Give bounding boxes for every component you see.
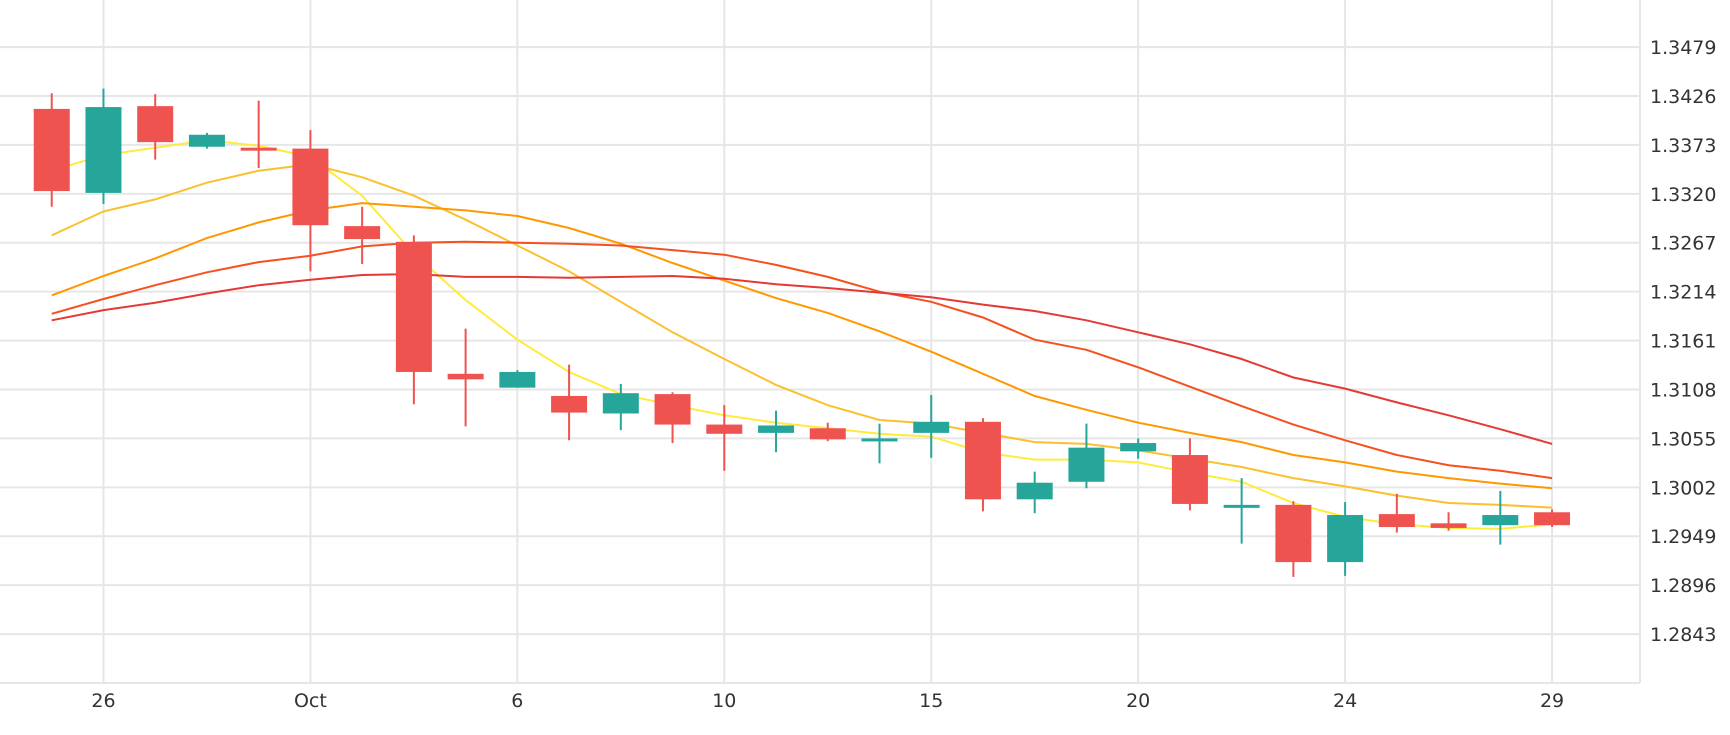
candle-down <box>706 405 743 471</box>
candle-down <box>1430 512 1467 531</box>
y-tick-label: 1.2949 <box>1650 526 1716 548</box>
x-tick-label: 29 <box>1540 690 1564 712</box>
y-tick-label: 1.3479 <box>1650 37 1716 59</box>
candle-body <box>602 393 639 414</box>
candle-up <box>1223 478 1260 544</box>
candle-down <box>1275 501 1312 577</box>
candle-body <box>654 394 691 425</box>
y-tick-label: 1.3161 <box>1650 331 1716 353</box>
candle-up <box>188 132 225 149</box>
grid <box>0 0 1641 684</box>
candle-body <box>1378 514 1415 528</box>
candle-down <box>551 364 588 441</box>
candle-body <box>1534 512 1571 526</box>
y-tick-label: 1.3214 <box>1650 282 1716 304</box>
candle-body <box>499 371 536 388</box>
y-tick-label: 1.3426 <box>1650 86 1716 108</box>
candle-up <box>1120 438 1157 459</box>
candle-body <box>33 108 70 192</box>
candle-body <box>395 241 432 372</box>
y-tick-label: 1.3373 <box>1650 135 1716 157</box>
y-tick-label: 1.2843 <box>1650 624 1716 646</box>
moving-average-line-5 <box>51 273 1553 445</box>
x-tick-label: 15 <box>919 690 943 712</box>
candle-down <box>292 130 329 272</box>
candle-up <box>499 370 536 388</box>
x-tick-label: 6 <box>511 690 523 712</box>
candle-down <box>1171 438 1208 511</box>
candle-up <box>861 423 898 464</box>
candle-down <box>33 93 70 207</box>
candle-up <box>1482 491 1519 545</box>
candle-body <box>809 428 846 440</box>
moving-average-line-4 <box>51 240 1553 480</box>
candle-body <box>447 373 484 380</box>
candle-down <box>964 418 1001 512</box>
candle-up <box>602 383 639 431</box>
moving-average-line-1 <box>51 139 1553 530</box>
candle-up <box>1327 502 1364 576</box>
candle-body <box>85 107 122 193</box>
moving-average-line-2 <box>51 163 1553 509</box>
y-tick-label: 1.3320 <box>1650 184 1716 206</box>
candle-body <box>1482 515 1519 526</box>
candle-body <box>188 134 225 147</box>
candle-down <box>137 94 174 160</box>
candle-down <box>447 328 484 427</box>
candle-body <box>137 106 174 143</box>
candle-up <box>1068 423 1105 489</box>
x-tick-label: 10 <box>712 690 736 712</box>
candle-body <box>1068 447 1105 482</box>
candle-body <box>706 424 743 434</box>
candle-body <box>344 226 381 240</box>
moving-average-lines <box>51 139 1553 530</box>
candle-body <box>1016 482 1053 500</box>
candle-body <box>1430 523 1467 528</box>
candle-body <box>1171 455 1208 504</box>
moving-average-line-3 <box>51 202 1553 490</box>
y-tick-label: 1.3108 <box>1650 379 1716 401</box>
y-tick-label: 1.3002 <box>1650 477 1716 499</box>
candle-body <box>1120 443 1157 452</box>
candle-body <box>758 425 795 433</box>
candle-up <box>1016 471 1053 514</box>
candle-up <box>913 395 950 458</box>
x-tick-label: Oct <box>294 690 327 712</box>
candle-body <box>1327 515 1364 563</box>
candle-body <box>292 148 329 226</box>
y-tick-label: 1.3055 <box>1650 428 1716 450</box>
candle-up <box>85 88 122 204</box>
candle-down <box>1534 509 1571 528</box>
candle-down <box>344 206 381 264</box>
candle-down <box>654 392 691 444</box>
candle-down <box>1378 493 1415 533</box>
candle-body <box>1223 504 1260 508</box>
candle-down <box>395 235 432 405</box>
candle-body <box>913 421 950 433</box>
axes: 1.3479 1.3426 1.3373 1.3320 1.3267 1.3214 1.31… <box>91 37 1716 712</box>
candle-body <box>861 438 898 442</box>
candle-up <box>758 410 795 453</box>
candles <box>33 88 1571 577</box>
candle-body <box>551 395 588 413</box>
x-tick-label: 20 <box>1126 690 1150 712</box>
x-tick-label: 24 <box>1333 690 1357 712</box>
candle-body <box>240 147 277 151</box>
candle-body <box>964 421 1001 500</box>
candle-down <box>809 422 846 442</box>
candle-body <box>1275 504 1312 563</box>
y-tick-label: 1.2896 <box>1650 575 1716 597</box>
y-tick-label: 1.3267 <box>1650 233 1716 255</box>
candle-down <box>240 100 277 168</box>
x-tick-label: 26 <box>91 690 115 712</box>
